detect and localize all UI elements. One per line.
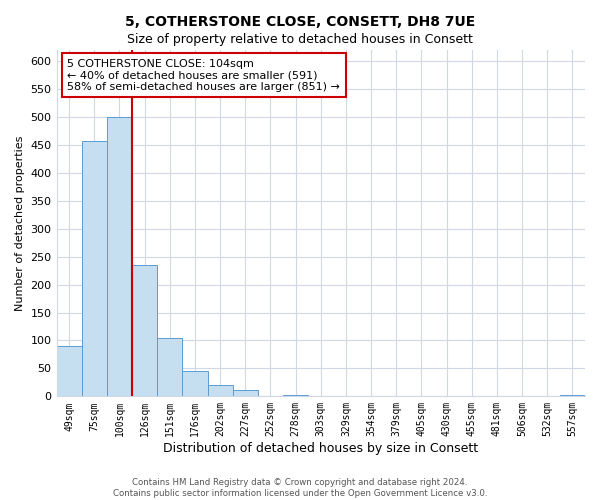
X-axis label: Distribution of detached houses by size in Consett: Distribution of detached houses by size … bbox=[163, 442, 478, 455]
Bar bbox=[157, 338, 182, 396]
Y-axis label: Number of detached properties: Number of detached properties bbox=[15, 136, 25, 311]
Bar bbox=[182, 371, 208, 396]
Bar bbox=[82, 141, 107, 397]
Text: 5, COTHERSTONE CLOSE, CONSETT, DH8 7UE: 5, COTHERSTONE CLOSE, CONSETT, DH8 7UE bbox=[125, 15, 475, 29]
Bar bbox=[208, 385, 233, 396]
Text: 5 COTHERSTONE CLOSE: 104sqm
← 40% of detached houses are smaller (591)
58% of se: 5 COTHERSTONE CLOSE: 104sqm ← 40% of det… bbox=[67, 58, 340, 92]
Bar bbox=[56, 346, 82, 397]
Text: Size of property relative to detached houses in Consett: Size of property relative to detached ho… bbox=[127, 32, 473, 46]
Bar bbox=[132, 264, 157, 396]
Text: Contains HM Land Registry data © Crown copyright and database right 2024.
Contai: Contains HM Land Registry data © Crown c… bbox=[113, 478, 487, 498]
Bar bbox=[233, 390, 258, 396]
Bar bbox=[560, 395, 585, 396]
Bar bbox=[107, 117, 132, 396]
Bar bbox=[283, 395, 308, 396]
